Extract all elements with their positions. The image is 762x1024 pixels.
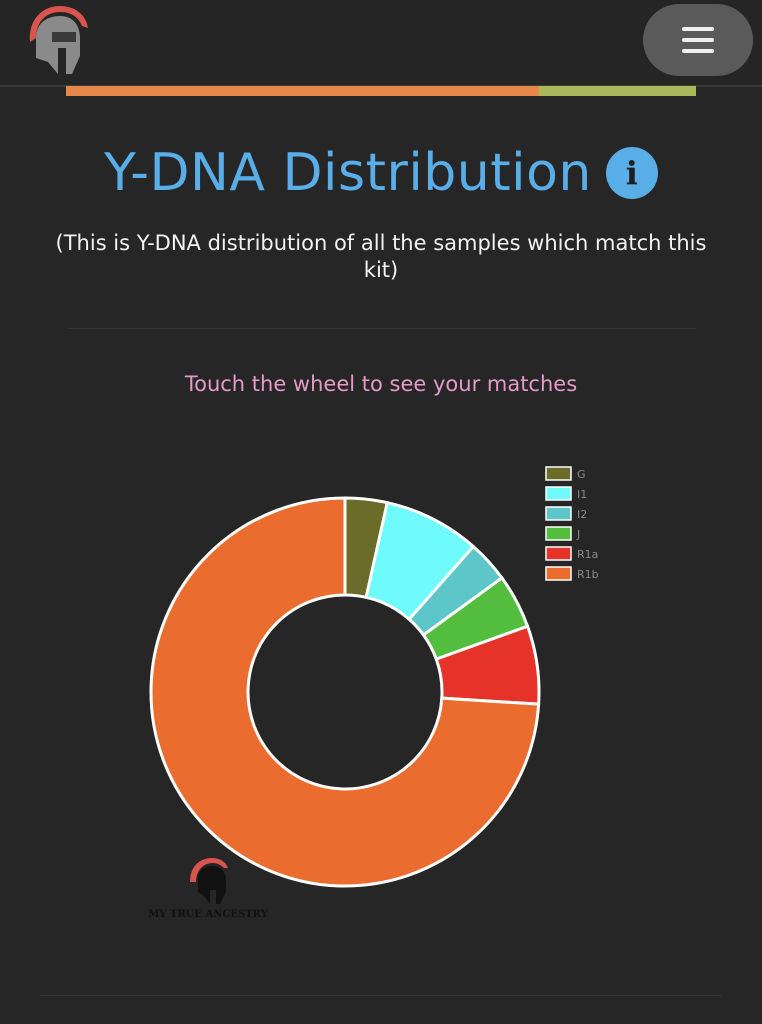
legend-label-r1a: R1a [577, 548, 598, 561]
hamburger-icon [682, 38, 714, 42]
legend-label-r1b: R1b [577, 568, 599, 581]
chart-hint: Touch the wheel to see your matches [184, 372, 578, 396]
progress-bar [66, 86, 696, 96]
legend-swatch-i1[interactable] [545, 486, 572, 501]
section-header: Y-DNA Distribution i [0, 140, 762, 206]
menu-button[interactable] [643, 4, 753, 76]
spartan-helmet-icon[interactable] [22, 2, 92, 78]
progress-fill [66, 86, 539, 96]
watermark-text: MY TRUE ANCESTRY [148, 909, 268, 920]
top-bar [0, 0, 762, 87]
info-icon[interactable]: i [605, 147, 658, 199]
legend-label-g: G [577, 468, 586, 481]
donut-chart[interactable]: G I1 I2 J R1a R1b MY TRUE ANCESTRY [0, 420, 762, 980]
page-title: Y-DNA Distribution [104, 143, 592, 203]
legend-swatch-g[interactable] [545, 466, 572, 481]
slice-r1b[interactable] [149, 496, 541, 888]
section-subtitle: (This is Y-DNA distribution of all the s… [55, 231, 707, 282]
legend-swatch-i2[interactable] [545, 506, 572, 521]
divider [40, 995, 722, 996]
legend-label-i2: I2 [577, 508, 587, 521]
legend-label-i1: I1 [577, 488, 587, 501]
watermark-logo: MY TRUE ANCESTRY [148, 858, 269, 920]
legend-swatch-r1a[interactable] [545, 546, 572, 561]
legend-label-j: J [576, 528, 580, 541]
legend-swatch-j[interactable] [545, 526, 572, 541]
hamburger-icon [682, 49, 714, 53]
legend-swatch-r1b[interactable] [545, 566, 572, 581]
hamburger-icon [682, 27, 714, 31]
divider [68, 328, 696, 329]
